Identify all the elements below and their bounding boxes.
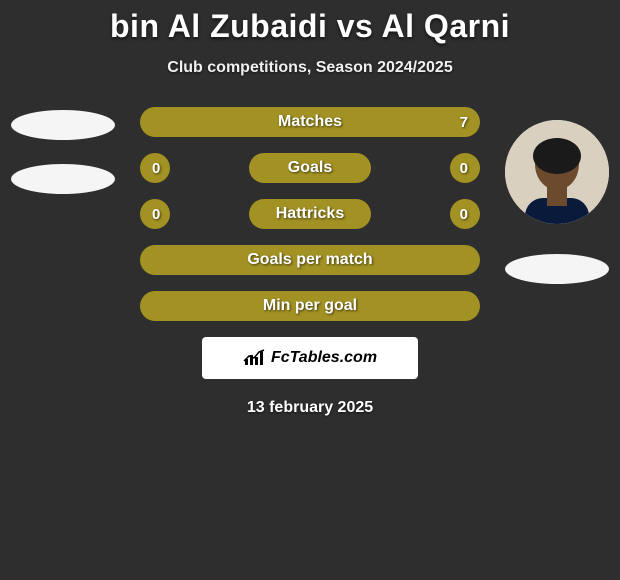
stat-label: Min per goal (140, 291, 480, 321)
stat-value-right: 7 (460, 107, 468, 137)
stat-label: Hattricks (140, 199, 480, 229)
chart-icon (243, 349, 265, 367)
stats-container: Matches7Goals00Hattricks00Goals per matc… (140, 107, 480, 321)
stat-row: Hattricks0 0 (140, 199, 480, 229)
stat-value-left: 0 (152, 199, 160, 229)
stat-value-right: 0 (460, 199, 468, 229)
stat-row: Goals0 0 (140, 153, 480, 183)
stat-value-left: 0 (152, 153, 160, 183)
date-label: 13 february 2025 (0, 399, 620, 417)
stat-value-right: 0 (460, 153, 468, 183)
stat-row: Matches7 (140, 107, 480, 137)
player-left-avatar-placeholder (11, 110, 115, 140)
watermark-text: FcTables.com (271, 349, 377, 367)
stat-row: Goals per match (140, 245, 480, 275)
person-icon (505, 120, 609, 224)
player-left (8, 110, 118, 194)
player-right (502, 120, 612, 284)
watermark: FcTables.com (202, 337, 418, 379)
stat-label: Matches (140, 107, 480, 137)
player-right-name-placeholder (505, 254, 609, 284)
page-title: bin Al Zubaidi vs Al Qarni (0, 0, 620, 45)
player-right-avatar (505, 120, 609, 224)
player-left-name-placeholder (11, 164, 115, 194)
stat-label: Goals (140, 153, 480, 183)
stat-label: Goals per match (140, 245, 480, 275)
subtitle: Club competitions, Season 2024/2025 (0, 59, 620, 77)
stat-row: Min per goal (140, 291, 480, 321)
